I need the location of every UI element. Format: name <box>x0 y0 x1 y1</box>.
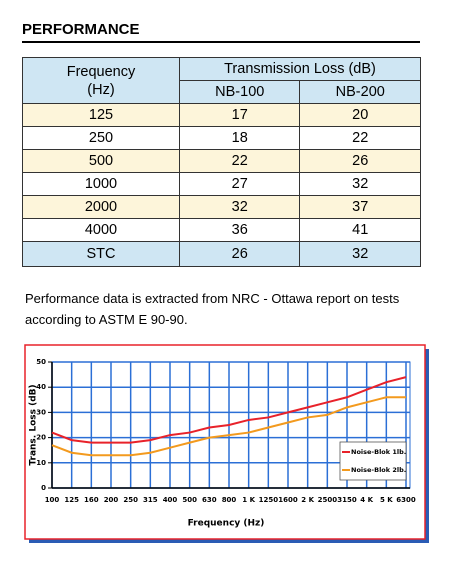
x-tick-label: 800 <box>222 496 237 504</box>
table-row: 125 17 20 <box>22 103 421 127</box>
x-tick-label: 1 K <box>242 496 255 504</box>
chart: Trans. Loss (dB) Frequency (Hz) 100 125 16… <box>24 344 429 543</box>
table-row: 4000 36 41 <box>22 218 421 242</box>
series-line <box>51 376 407 444</box>
table-cell: 20 <box>299 103 421 127</box>
x-tick-label: 100 <box>45 496 60 504</box>
series-line <box>51 396 406 457</box>
x-tick-label: 500 <box>182 496 197 504</box>
y-axis-label: Trans. Loss (dB) <box>29 384 39 465</box>
table-cell: 17 <box>178 103 301 127</box>
x-tick-label: 400 <box>163 496 178 504</box>
header-cell: Transmission Loss (dB) <box>179 57 421 81</box>
x-tick-label: 1250 <box>259 496 279 504</box>
header-cell: NB-100 <box>178 80 301 104</box>
table-cell: 500 <box>22 149 180 173</box>
y-tick-label: 40 <box>36 383 46 391</box>
table-row: 250 18 22 <box>22 126 421 150</box>
note: Performance data is extracted from NRC -… <box>25 291 400 327</box>
header-cell: NB-200 <box>299 80 421 104</box>
y-tick-label: 30 <box>36 408 46 416</box>
table-cell: 32 <box>178 195 301 219</box>
table-cell: 26 <box>299 149 421 173</box>
table-cell: 18 <box>178 126 301 150</box>
x-tick-label: 2500 <box>318 496 338 504</box>
table-cell: 125 <box>22 103 180 127</box>
table-cell: 32 <box>299 241 421 267</box>
table-cell: 36 <box>178 218 301 242</box>
table-cell: 27 <box>178 172 301 196</box>
table-cell: 22 <box>178 149 301 173</box>
header-text: Frequency (Hz) <box>66 63 136 98</box>
x-tick-label: 630 <box>202 496 217 504</box>
x-tick-label: 160 <box>84 496 99 504</box>
x-axis-label: Frequency (Hz) <box>188 519 265 529</box>
x-tick-label: 5 K <box>380 496 393 504</box>
y-tick-label: 20 <box>36 434 46 442</box>
y-tick-label: 10 <box>36 459 46 467</box>
x-tick-label: 125 <box>64 496 79 504</box>
table-cell: STC <box>22 241 180 267</box>
x-tick-label: 250 <box>123 496 138 504</box>
table-cell: 37 <box>299 195 421 219</box>
table-row: STC 26 32 <box>22 241 421 267</box>
table-cell: 41 <box>299 218 421 242</box>
x-tick-label: 1600 <box>278 496 298 504</box>
table-cell: 22 <box>299 126 421 150</box>
x-tick-label: 6300 <box>396 496 416 504</box>
legend-box <box>339 441 407 481</box>
x-tick-label: 3150 <box>337 496 357 504</box>
header-cell: Frequency (Hz) <box>22 57 180 104</box>
table-cell: 1000 <box>22 172 180 196</box>
table-cell: 26 <box>178 241 301 267</box>
section-title: PERFORMANCE <box>22 21 420 43</box>
x-tick-label: 200 <box>104 496 119 504</box>
table-row: 1000 27 32 <box>22 172 421 196</box>
table-cell: 4000 <box>22 218 180 242</box>
performance-table: Frequency (Hz) Transmission Loss (dB) NB… <box>22 57 421 267</box>
table-cell: 2000 <box>22 195 180 219</box>
y-tick-label: 0 <box>41 484 46 492</box>
table-cell: 250 <box>22 126 180 150</box>
table-row: 500 22 26 <box>22 149 421 173</box>
table-cell: 32 <box>299 172 421 196</box>
table-row: 2000 32 37 <box>22 195 421 219</box>
x-tick-label: 4 K <box>360 496 373 504</box>
legend-label: Noise-Blok 2lb. <box>351 466 406 474</box>
y-tick-label: 50 <box>36 358 46 366</box>
x-tick-label: 315 <box>143 496 158 504</box>
table-body: 125 17 20 250 18 22 500 22 26 1000 27 32 2000 32 37 400… <box>22 103 421 267</box>
legend-label: Noise-Blok 1lb. <box>351 448 406 456</box>
x-tick-label: 2 K <box>301 496 314 504</box>
